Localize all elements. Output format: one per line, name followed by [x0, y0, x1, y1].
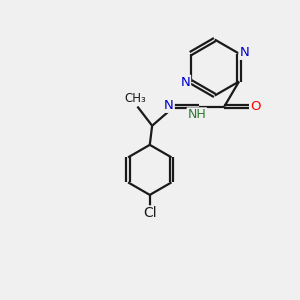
- Text: NH: NH: [188, 108, 206, 121]
- Text: O: O: [250, 100, 261, 113]
- Text: CH₃: CH₃: [124, 92, 146, 105]
- Text: N: N: [180, 76, 190, 88]
- Text: N: N: [164, 99, 174, 112]
- Text: N: N: [239, 46, 249, 59]
- Text: Cl: Cl: [143, 206, 157, 220]
